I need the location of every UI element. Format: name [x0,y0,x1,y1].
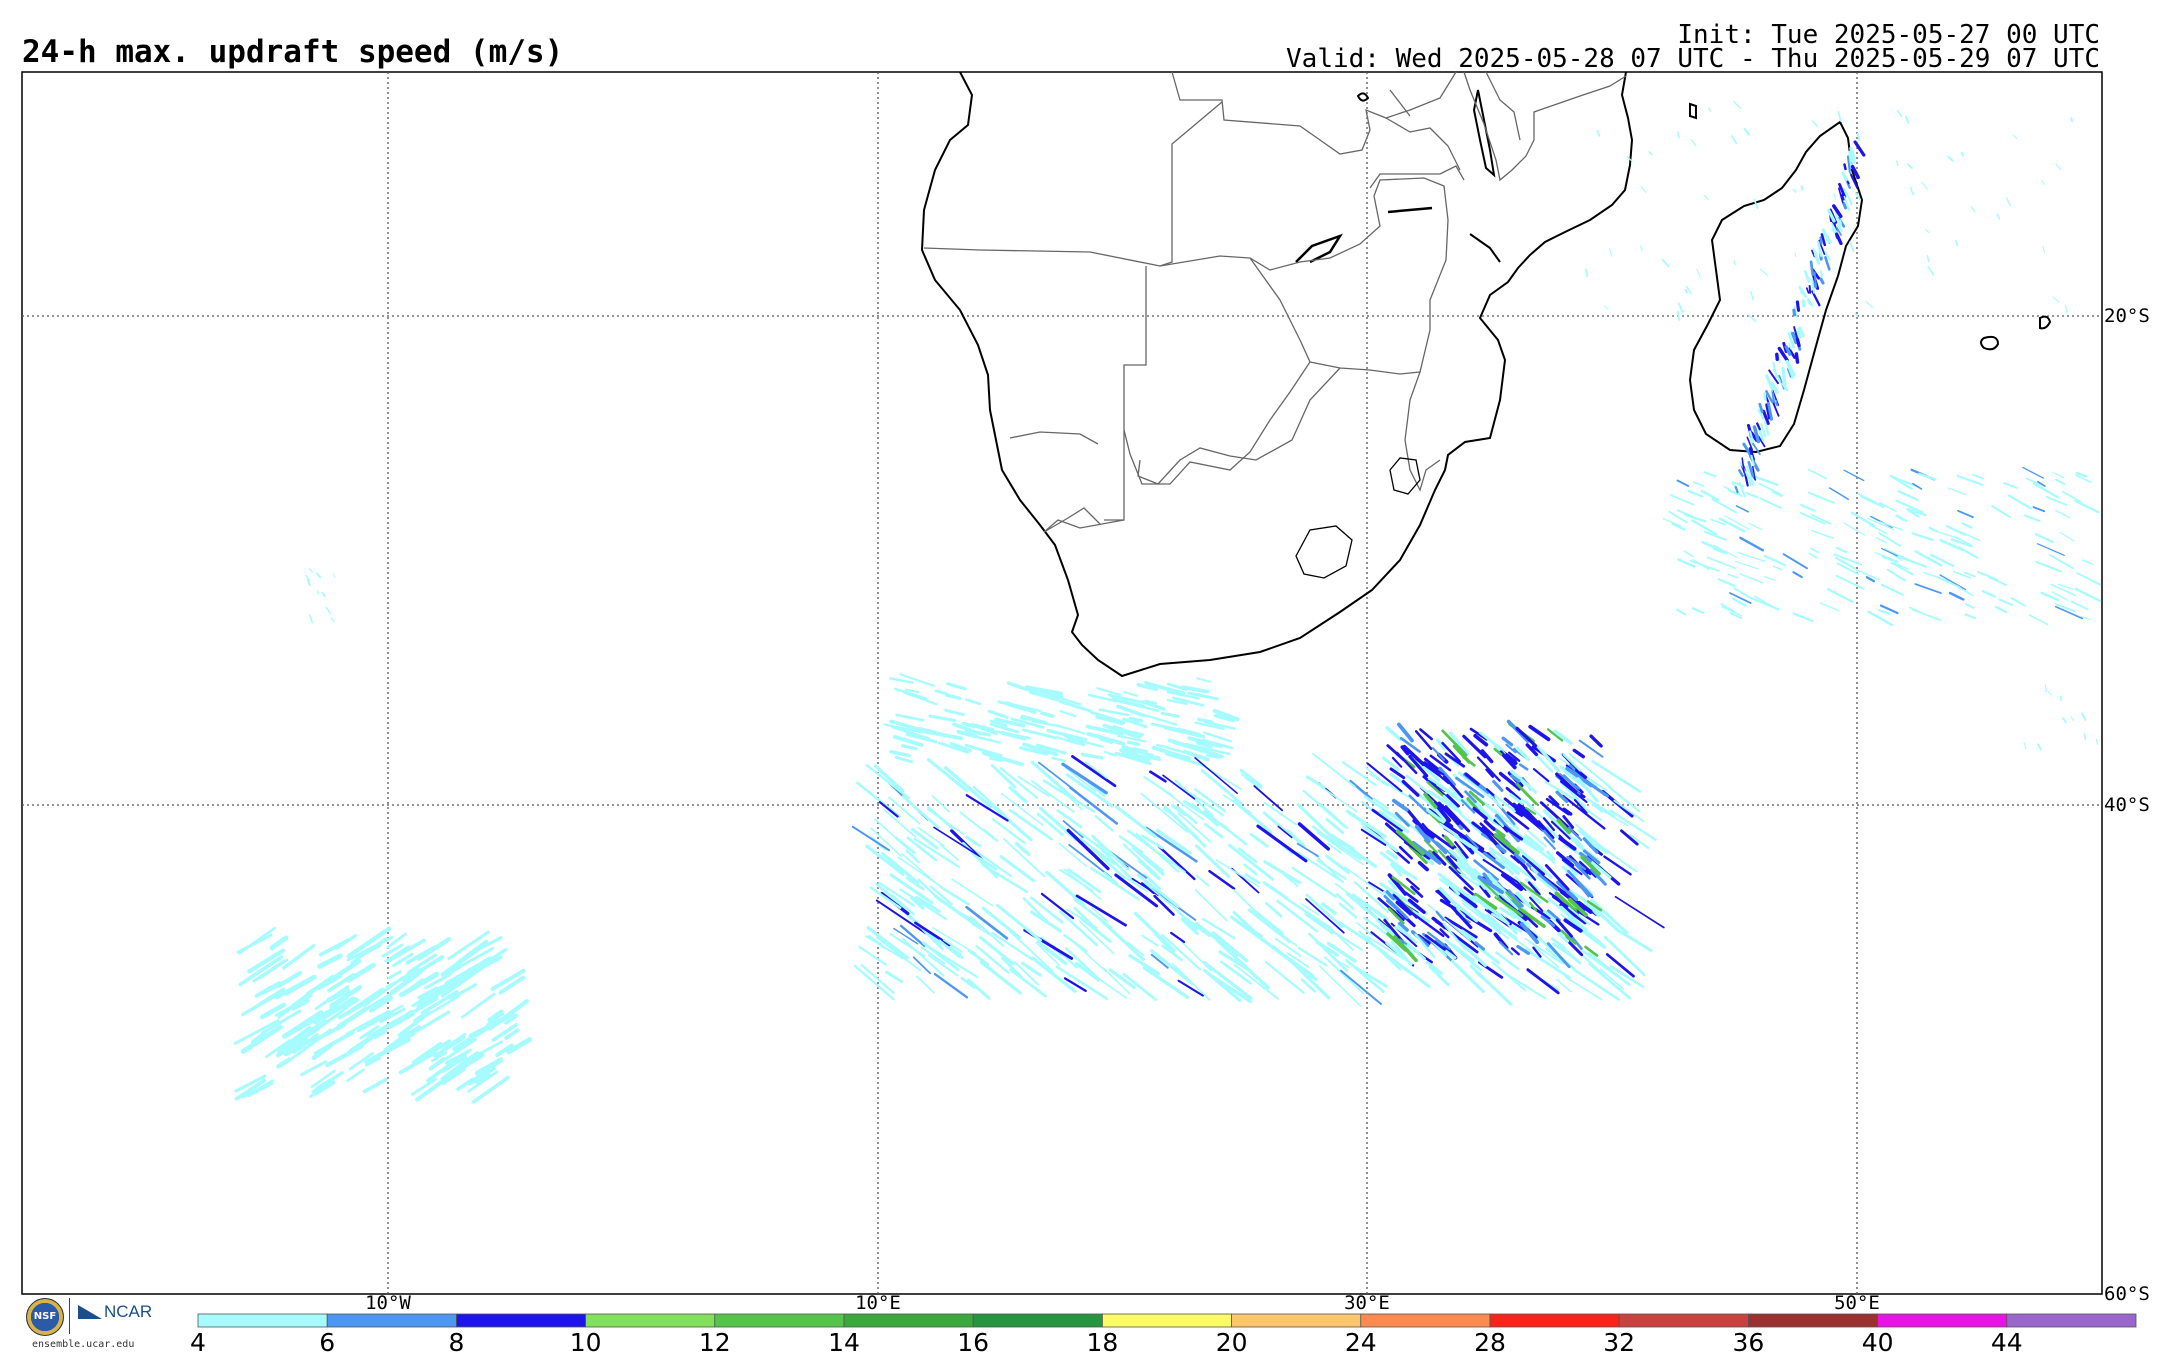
colorbar-boxes [198,1314,2136,1327]
updraft-streak [1796,354,1797,362]
colorbar-swatch [715,1314,844,1327]
colorbar-tick-label: 6 [319,1328,335,1357]
colorbar-swatch [844,1314,973,1327]
colorbar-tick-label: 24 [1345,1328,1377,1357]
colorbar-swatch [198,1314,327,1327]
updraft-streak [1794,310,1795,315]
updraft-streak [2060,696,2061,700]
colorbar-tick-label: 40 [1862,1328,1894,1357]
map-frame [22,72,2102,1294]
colorbar-swatch [1490,1314,1619,1327]
nsf-logo: NSF [26,1298,64,1336]
logo-divider [69,1298,70,1334]
updraft-streak [1962,153,1963,156]
colorbar-tick-label: 44 [1991,1328,2023,1357]
colorbar-tick-label: 10 [570,1328,602,1357]
updraft-streak [1844,204,1846,208]
colorbar-swatch [586,1314,715,1327]
updraft-streak [1783,369,1785,385]
ncar-logo: NCAR [78,1302,152,1322]
updraft-streak [1829,239,1831,243]
colorbar-tick-label: 8 [448,1328,464,1357]
updraft-streak [1845,165,1846,170]
updraft-streak [1821,279,1823,283]
updraft-streak [1129,742,1139,744]
colorbar-swatch [1102,1314,1231,1327]
colorbar-swatch [1232,1314,1361,1327]
lat-label-40s: 40°S [2104,794,2150,816]
colorbar-swatch [327,1314,456,1327]
colorbar-swatch [1619,1314,1748,1327]
updraft-streak [1776,401,1777,405]
lat-label-20s: 20°S [2104,305,2150,327]
updraft-streak [1840,221,1841,226]
updraft-streak [1897,161,1898,165]
colorbar-swatch [1878,1314,2007,1327]
colorbar-tick-label: 32 [1603,1328,1635,1357]
colorbar-swatch [456,1314,585,1327]
lat-label-60s: 60°S [2104,1283,2150,1305]
updraft-streak [1797,302,1798,310]
colorbar-tick-label: 14 [828,1328,860,1357]
colorbar-tick-label: 18 [1086,1328,1118,1357]
updraft-streak [1843,195,1844,199]
updraft-streak [1798,339,1800,345]
updraft-streak [1686,290,1687,293]
updraft-streak [1810,286,1811,293]
updraft-streak [1802,186,1803,190]
ncar-logo-icon [78,1305,102,1319]
updraft-streak [1821,271,1822,277]
updraft-streak [1811,262,1813,275]
updraft-streak [1765,394,1766,400]
colorbar-tick-label: 4 [190,1328,206,1357]
colorbar-tick-label: 16 [957,1328,989,1357]
colorbar-tick-label: 12 [699,1328,731,1357]
updraft-streak [1821,238,1822,244]
updraft-streak [1735,261,1736,264]
updraft-streak [1795,253,1796,256]
colorbar-tick-label: 36 [1732,1328,1764,1357]
site-url: ensemble.ucar.edu [32,1339,134,1350]
colorbar-swatch [973,1314,1102,1327]
colorbar-tick-label: 20 [1216,1328,1248,1357]
colorbar-swatch [1748,1314,1877,1327]
colorbar-swatch [1361,1314,1490,1327]
updraft-streak [2071,118,2072,121]
colorbar-tick-label: 28 [1474,1328,1506,1357]
ncar-logo-text: NCAR [104,1302,152,1322]
colorbar-swatch [2007,1314,2136,1327]
